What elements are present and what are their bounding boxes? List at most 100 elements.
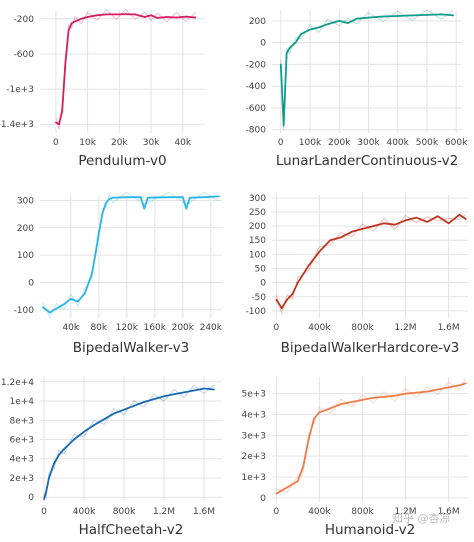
- data-point: [173, 393, 175, 396]
- y-tick-label: -600: [246, 104, 267, 114]
- data-point: [347, 22, 349, 24]
- data-point: [447, 222, 450, 225]
- data-point: [307, 264, 310, 267]
- data-point: [465, 218, 467, 220]
- x-tick-label: 1.2M: [394, 507, 416, 517]
- chart-pendulum-v0: -200 -600 -1e+3 -1.4e+3 0 10k 20k 30k 40k Pendulu…: [0, 8, 205, 169]
- y-tick-label: 0: [260, 39, 266, 49]
- data-point: [113, 412, 115, 415]
- data-point: [42, 306, 44, 308]
- chart-lunarlandercontinuous-v2: 200 0 -200 -400 -600 -800 0 100k 200k 300k 400k 500…: [246, 9, 468, 169]
- x-tick-label: 400k: [73, 507, 96, 517]
- x-tick-label: 80k: [90, 323, 107, 333]
- data-point: [105, 13, 108, 16]
- data-point: [275, 492, 278, 495]
- x-tick-label: 30k: [143, 138, 160, 148]
- y-tick-label: 2e+3: [9, 474, 34, 484]
- data-point: [426, 14, 428, 16]
- data-point: [80, 17, 83, 20]
- data-point: [291, 293, 294, 295]
- x-tick-label: 1.6M: [193, 507, 215, 517]
- data-point: [94, 254, 97, 256]
- data-point: [70, 22, 73, 24]
- x-tick-label: 400k: [308, 507, 331, 517]
- y-tick-label: -100: [14, 306, 35, 316]
- x-tick-label: 20k: [111, 138, 128, 148]
- data-point: [288, 47, 291, 49]
- data-point: [458, 384, 461, 387]
- x-tick-label: 0: [273, 323, 279, 333]
- x-tick-label: 400k: [308, 323, 331, 333]
- data-point: [280, 307, 283, 309]
- y-tick-label: 200: [17, 224, 34, 234]
- y-tick-label: -600: [14, 50, 35, 60]
- data-point: [307, 438, 310, 441]
- series-line: [275, 213, 467, 310]
- data-point: [458, 213, 461, 216]
- data-point: [361, 399, 364, 401]
- data-point: [84, 292, 86, 295]
- data-point: [163, 395, 165, 398]
- x-tick-label: 1.6M: [438, 323, 460, 333]
- data-point: [143, 401, 145, 403]
- data-point: [43, 498, 45, 500]
- data-point: [383, 222, 385, 225]
- data-point: [185, 207, 188, 210]
- data-point: [340, 236, 342, 239]
- y-tick-label: 8e+3: [9, 416, 34, 426]
- y-tick-label: 4e+3: [9, 455, 34, 465]
- data-point: [329, 239, 331, 242]
- y-tick-label: 100: [249, 250, 266, 260]
- data-point: [437, 388, 439, 391]
- data-point: [185, 15, 187, 18]
- x-tick-label: 1.6M: [438, 507, 460, 517]
- data-point: [61, 110, 64, 112]
- y-tick-label: -200: [14, 15, 35, 25]
- data-point: [53, 462, 55, 465]
- y-tick-label: 6e+3: [9, 436, 34, 446]
- x-tick-label: 400k: [386, 138, 409, 148]
- x-tick-label: 120k: [116, 323, 139, 333]
- data-point: [286, 486, 288, 489]
- y-tick-label: 0: [260, 494, 266, 504]
- y-tick-label: -50: [251, 293, 266, 303]
- data-point: [58, 123, 60, 126]
- data-point: [183, 391, 185, 394]
- x-tick-label: 0: [273, 507, 279, 517]
- data-point: [56, 307, 58, 310]
- data-point: [126, 196, 128, 198]
- y-tick-label: -1.4e+3: [0, 120, 34, 130]
- data-point: [70, 298, 72, 300]
- data-point: [452, 14, 455, 17]
- data-point: [193, 389, 195, 392]
- y-tick-label: 0: [28, 493, 34, 503]
- watermark: 知乎 @杏凉: [392, 511, 451, 525]
- data-point: [383, 395, 385, 398]
- x-tick-label: 0: [53, 138, 59, 148]
- chart-title: Pendulum-v0: [78, 153, 166, 169]
- data-point: [218, 195, 220, 198]
- y-tick-label: 50: [255, 265, 267, 275]
- y-tick-label: -200: [246, 60, 267, 70]
- data-point: [133, 405, 135, 407]
- chart-title: HalfCheetah-v2: [79, 522, 184, 538]
- data-point: [297, 480, 299, 482]
- data-point: [411, 14, 414, 17]
- data-point: [182, 196, 184, 198]
- x-tick-label: 100k: [299, 138, 322, 148]
- x-tick-label: 800k: [351, 507, 374, 517]
- data-point: [350, 401, 353, 403]
- x-tick-label: 800k: [113, 507, 136, 517]
- series-raw-line: [280, 9, 454, 131]
- data-point: [143, 207, 146, 210]
- x-tick-label: 160k: [144, 323, 167, 333]
- data-point: [465, 382, 467, 385]
- x-tick-label: 600k: [445, 138, 468, 148]
- data-point: [55, 121, 57, 124]
- data-point: [63, 448, 65, 450]
- data-point: [168, 196, 170, 198]
- data-point: [101, 213, 104, 215]
- data-point: [382, 15, 384, 18]
- data-point: [108, 198, 111, 200]
